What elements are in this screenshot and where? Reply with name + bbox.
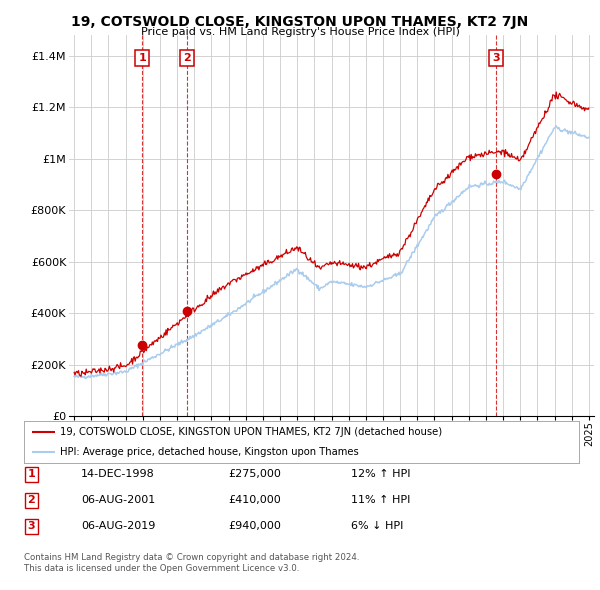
Text: 19, COTSWOLD CLOSE, KINGSTON UPON THAMES, KT2 7JN (detached house): 19, COTSWOLD CLOSE, KINGSTON UPON THAMES…: [60, 427, 442, 437]
Text: 12% ↑ HPI: 12% ↑ HPI: [351, 470, 410, 479]
Text: Contains HM Land Registry data © Crown copyright and database right 2024.
This d: Contains HM Land Registry data © Crown c…: [24, 553, 359, 573]
Text: 6% ↓ HPI: 6% ↓ HPI: [351, 522, 403, 531]
Text: £410,000: £410,000: [228, 496, 281, 505]
Text: £275,000: £275,000: [228, 470, 281, 479]
Text: 14-DEC-1998: 14-DEC-1998: [81, 470, 155, 479]
Text: Price paid vs. HM Land Registry's House Price Index (HPI): Price paid vs. HM Land Registry's House …: [140, 27, 460, 37]
Text: £940,000: £940,000: [228, 522, 281, 531]
Text: 3: 3: [492, 53, 500, 63]
Text: 11% ↑ HPI: 11% ↑ HPI: [351, 496, 410, 505]
Text: 06-AUG-2019: 06-AUG-2019: [81, 522, 155, 531]
Text: 1: 1: [28, 470, 35, 479]
Text: 19, COTSWOLD CLOSE, KINGSTON UPON THAMES, KT2 7JN: 19, COTSWOLD CLOSE, KINGSTON UPON THAMES…: [71, 15, 529, 29]
Text: 1: 1: [138, 53, 146, 63]
Text: 3: 3: [28, 522, 35, 531]
Text: 06-AUG-2001: 06-AUG-2001: [81, 496, 155, 505]
Text: 2: 2: [28, 496, 35, 505]
Text: 2: 2: [184, 53, 191, 63]
Text: HPI: Average price, detached house, Kingston upon Thames: HPI: Average price, detached house, King…: [60, 447, 359, 457]
